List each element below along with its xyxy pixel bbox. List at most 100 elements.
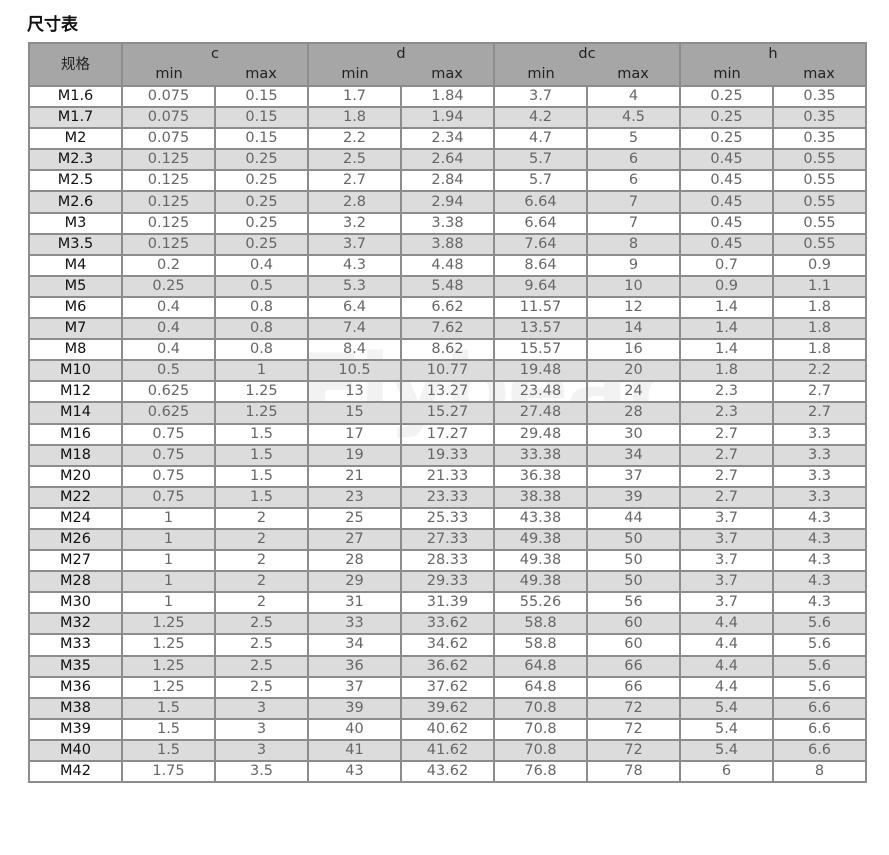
value-cell: 1.4	[679, 317, 774, 341]
value-cell: 29.48	[493, 422, 588, 446]
spec-cell: M6	[28, 295, 123, 320]
spec-cell: M2.5	[28, 169, 123, 193]
value-cell: 2.2	[772, 359, 867, 383]
value-cell: 3.7	[493, 84, 588, 109]
value-cell: 55.26	[493, 591, 588, 615]
value-cell: 0.2	[121, 253, 216, 277]
value-cell: 1.75	[121, 759, 216, 784]
spec-cell: M20	[28, 464, 123, 488]
value-cell: 9	[586, 253, 681, 277]
value-cell: 5.6	[772, 654, 867, 678]
value-cell: 29	[307, 570, 402, 594]
table-row: M24 1 2 25 25.33 43.38 44 3.7 4.3	[28, 506, 867, 530]
spec-cell: M36	[28, 675, 123, 699]
value-cell: 1.5	[121, 717, 216, 741]
table-row: M42 1.75 3.5 43 43.62 76.8 78 6 8	[28, 759, 867, 784]
value-cell: 5.7	[493, 148, 588, 172]
value-cell: 7	[586, 190, 681, 214]
table-body: M1.6 0.075 0.15 1.7 1.84 3.7 4 0.25 0.35 M1.7 0.07…	[28, 84, 867, 784]
value-cell: 5.4	[679, 717, 774, 741]
value-cell: 15	[307, 401, 402, 425]
spec-cell: M1.6	[28, 84, 123, 109]
value-cell: 4.3	[772, 549, 867, 573]
spec-cell: M2	[28, 127, 123, 151]
value-cell: 2.5	[214, 654, 309, 678]
value-cell: 4.3	[772, 591, 867, 615]
value-cell: 0.5	[121, 359, 216, 383]
value-cell: 1.84	[400, 84, 495, 109]
value-cell: 2	[214, 549, 309, 573]
value-cell: 6.64	[493, 190, 588, 214]
value-cell: 33	[307, 612, 402, 636]
value-cell: 2.7	[307, 169, 402, 193]
value-cell: 3	[214, 696, 309, 720]
spec-cell: M4	[28, 253, 123, 277]
spec-cell: M1.7	[28, 106, 123, 130]
value-cell: 3.7	[307, 232, 402, 256]
value-cell: 64.8	[493, 654, 588, 678]
value-cell: 14	[586, 317, 681, 341]
value-cell: 33.62	[400, 612, 495, 636]
spec-cell: M18	[28, 443, 123, 467]
value-cell: 49.38	[493, 570, 588, 594]
value-cell: 31.39	[400, 591, 495, 615]
value-cell: 60	[586, 612, 681, 636]
value-cell: 0.75	[121, 422, 216, 446]
value-cell: 5.4	[679, 696, 774, 720]
value-cell: 0.075	[121, 84, 216, 109]
value-cell: 1.25	[214, 401, 309, 425]
value-cell: 1	[121, 527, 216, 552]
value-cell: 50	[586, 570, 681, 594]
value-cell: 28	[586, 401, 681, 425]
table-row: M7 0.4 0.8 7.4 7.62 13.57 14 1.4 1.8	[28, 317, 867, 341]
value-cell: 28.33	[400, 549, 495, 573]
value-cell: 58.8	[493, 612, 588, 636]
value-cell: 4.3	[307, 253, 402, 277]
spec-cell: M42	[28, 759, 123, 784]
value-cell: 12	[586, 295, 681, 320]
value-cell: 0.9	[772, 253, 867, 277]
value-cell: 2.7	[679, 422, 774, 446]
value-cell: 21	[307, 464, 402, 488]
value-cell: 27	[307, 527, 402, 552]
value-cell: 0.8	[214, 317, 309, 341]
value-cell: 72	[586, 717, 681, 741]
header-spec: 规格	[28, 42, 123, 86]
value-cell: 23.48	[493, 380, 588, 404]
value-cell: 5.48	[400, 274, 495, 298]
spec-cell: M22	[28, 485, 123, 509]
table-row: M32 1.25 2.5 33 33.62 58.8 60 4.4 5.6	[28, 612, 867, 636]
value-cell: 21.33	[400, 464, 495, 488]
spec-cell: M2.6	[28, 190, 123, 214]
value-cell: 0.8	[214, 295, 309, 320]
spec-cell: M7	[28, 317, 123, 341]
spec-cell: M32	[28, 612, 123, 636]
value-cell: 0.45	[679, 169, 774, 193]
header-c-min: min	[121, 64, 215, 87]
spec-cell: M27	[28, 549, 123, 573]
value-cell: 2.5	[214, 633, 309, 657]
value-cell: 70.8	[493, 696, 588, 720]
value-cell: 3.5	[214, 759, 309, 784]
value-cell: 4.2	[493, 106, 588, 130]
table-row: M10 0.5 1 10.5 10.77 19.48 20 1.8 2.2	[28, 359, 867, 383]
value-cell: 1.25	[121, 612, 216, 636]
value-cell: 8	[586, 232, 681, 256]
value-cell: 5.3	[307, 274, 402, 298]
value-cell: 0.25	[214, 190, 309, 214]
value-cell: 2.64	[400, 148, 495, 172]
value-cell: 1	[121, 506, 216, 530]
table-row: M8 0.4 0.8 8.4 8.62 15.57 16 1.4 1.8	[28, 338, 867, 362]
value-cell: 3.7	[679, 549, 774, 573]
value-cell: 6.6	[772, 696, 867, 720]
table-row: M2 0.075 0.15 2.2 2.34 4.7 5 0.25 0.35	[28, 127, 867, 151]
value-cell: 3.3	[772, 464, 867, 488]
value-cell: 0.075	[121, 106, 216, 130]
value-cell: 1.5	[121, 696, 216, 720]
header-group-c: c	[121, 42, 309, 64]
value-cell: 24	[586, 380, 681, 404]
value-cell: 66	[586, 675, 681, 699]
value-cell: 40	[307, 717, 402, 741]
spec-cell: M30	[28, 591, 123, 615]
value-cell: 0.25	[121, 274, 216, 298]
